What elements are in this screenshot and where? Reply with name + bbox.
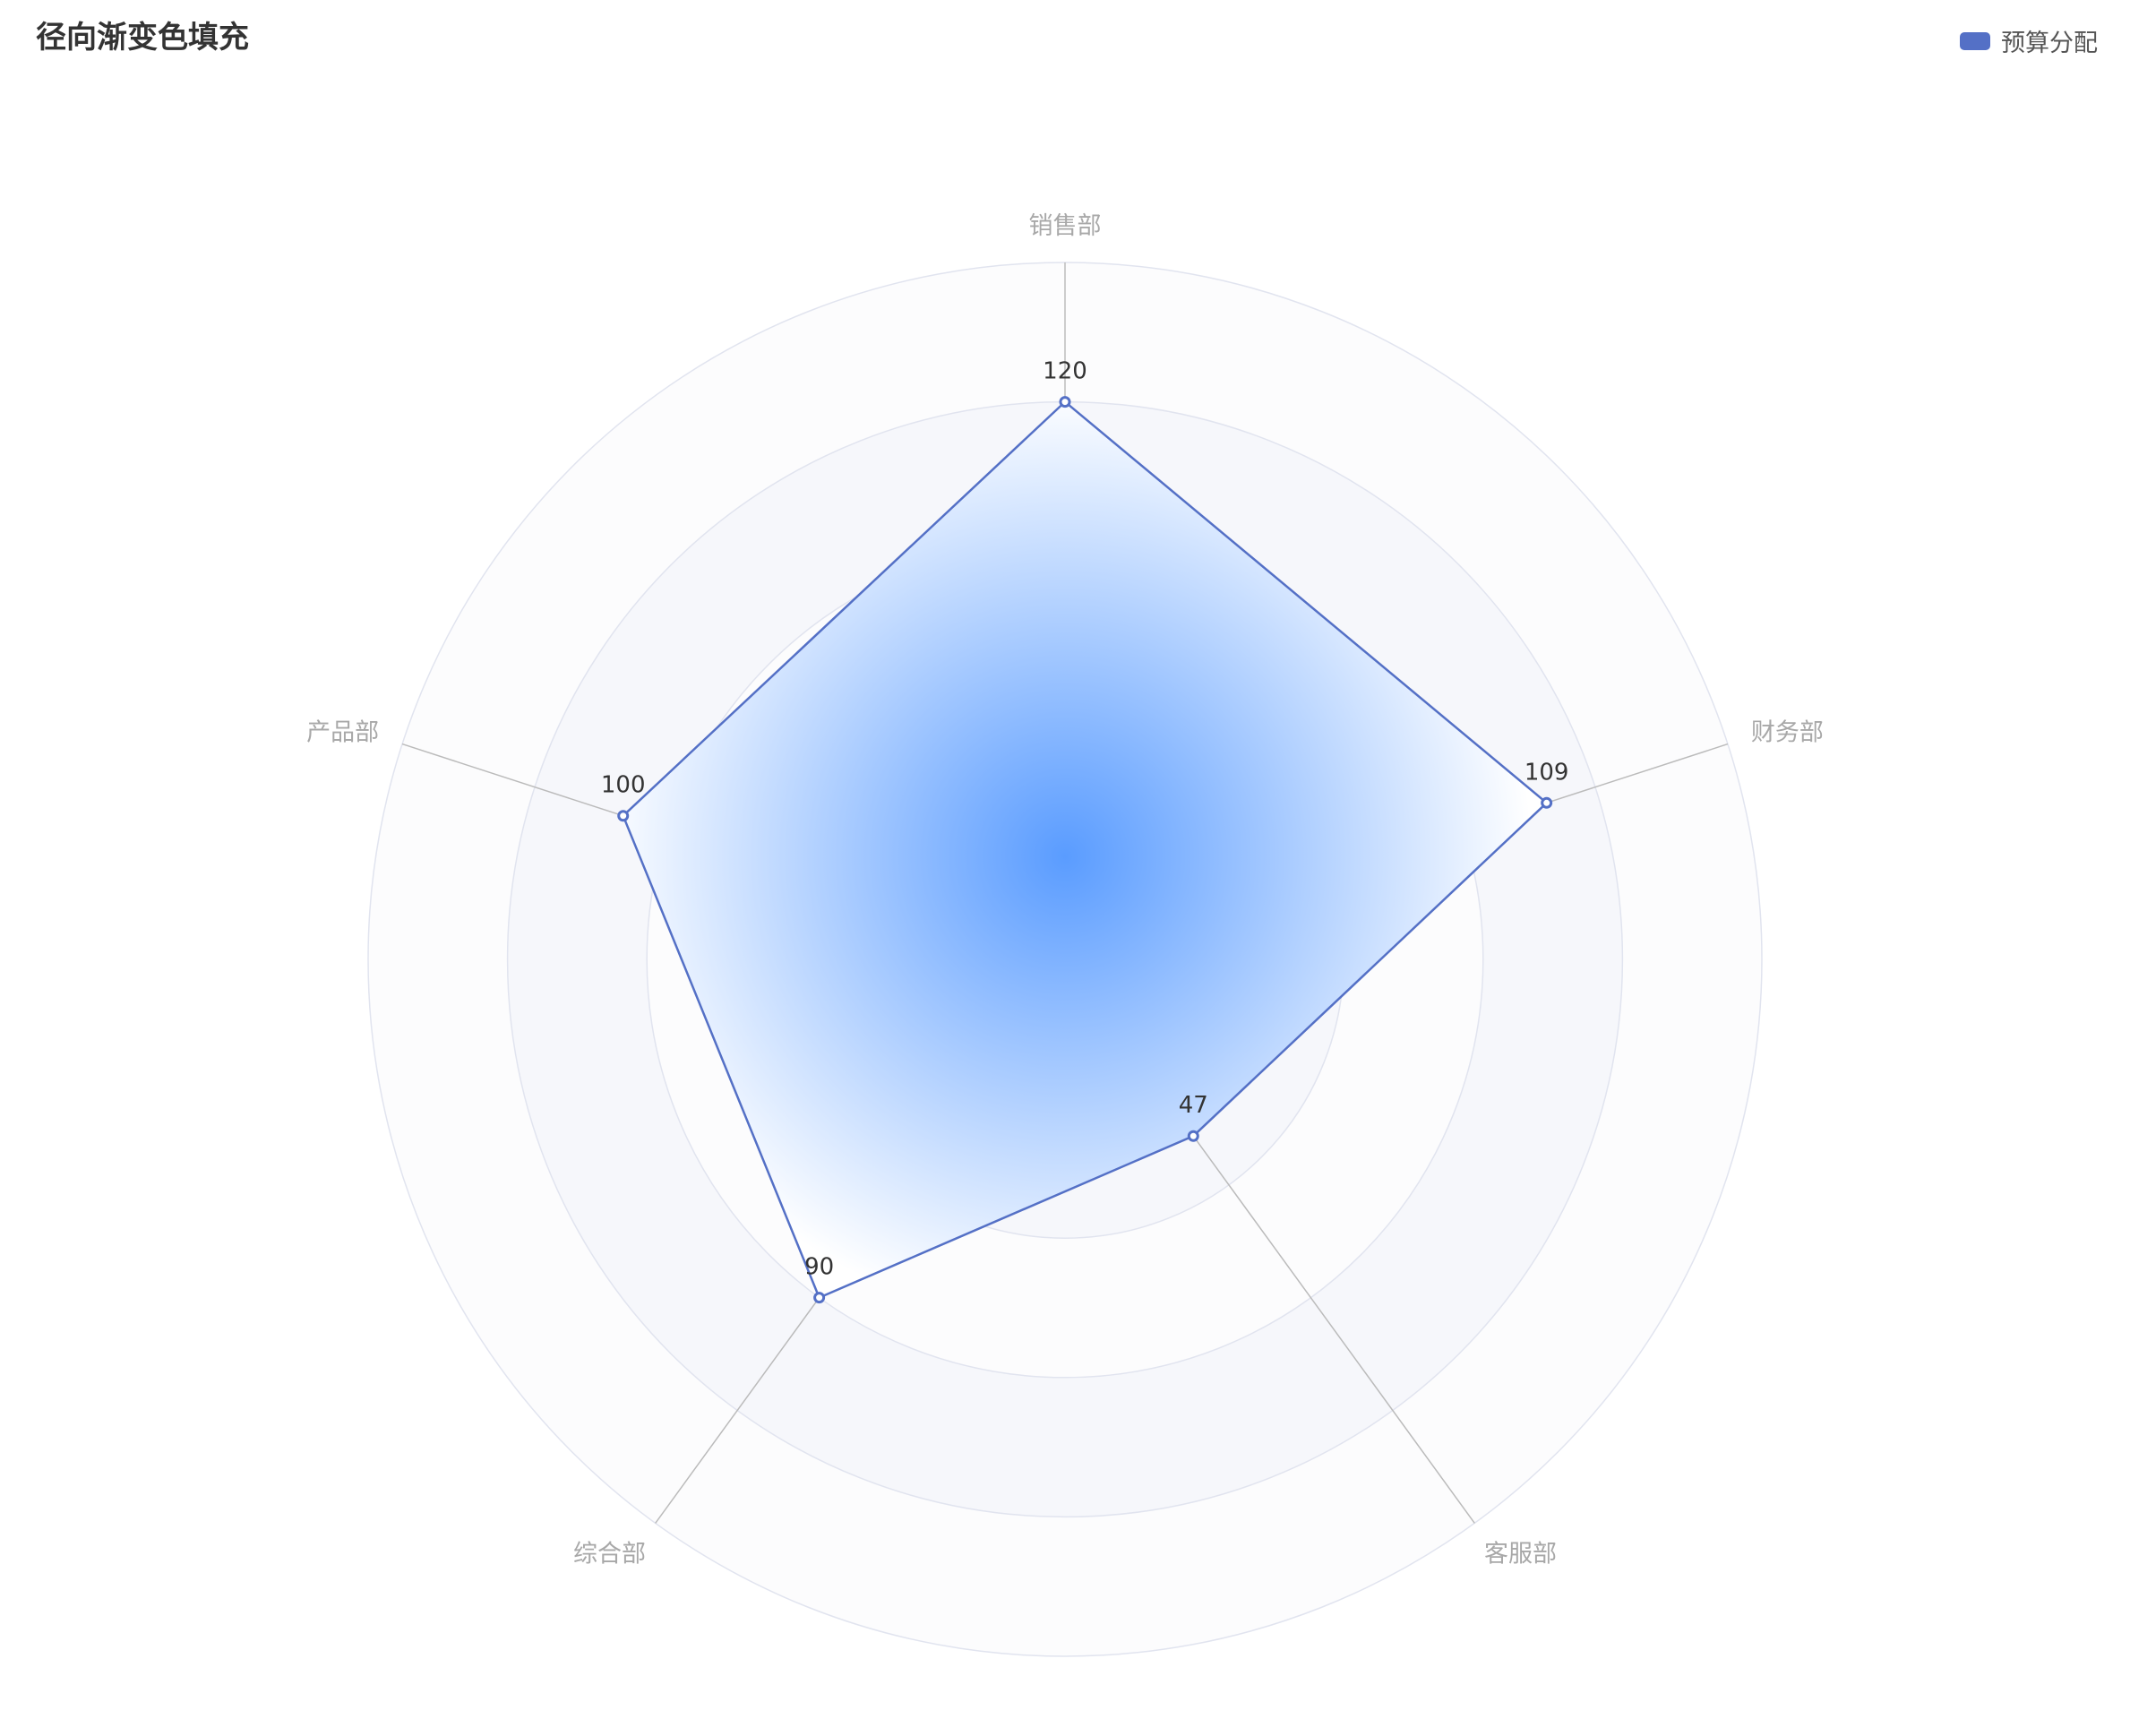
legend-swatch bbox=[1960, 31, 1990, 50]
radar-axis-name: 财务部 bbox=[1751, 719, 1824, 747]
radar-data-point[interactable] bbox=[813, 1292, 826, 1304]
chart-title: 径向渐变色填充 bbox=[36, 20, 249, 56]
radar-value-label: 90 bbox=[804, 1254, 834, 1281]
radar-value-label: 120 bbox=[1043, 358, 1087, 385]
radar-value-label: 47 bbox=[1179, 1092, 1208, 1119]
radar-data-point[interactable] bbox=[1187, 1130, 1199, 1142]
radar-value-label: 109 bbox=[1524, 759, 1569, 786]
radar-axis-name: 销售部 bbox=[1029, 212, 1102, 240]
radar-data-point[interactable] bbox=[1541, 796, 1553, 809]
legend[interactable]: 预算分配 bbox=[1960, 23, 2098, 58]
radar-axis-name: 客服部 bbox=[1484, 1540, 1557, 1568]
radar-axis-name: 产品部 bbox=[306, 719, 379, 747]
radar-axis-name: 综合部 bbox=[573, 1540, 646, 1568]
radar-data-point[interactable] bbox=[617, 810, 630, 822]
radar-value-label: 100 bbox=[601, 772, 646, 799]
radar-value-labels: 120 109 47 90 100 bbox=[601, 358, 1569, 1281]
radar-data-point[interactable] bbox=[1059, 396, 1071, 408]
radar-series-area[interactable] bbox=[622, 400, 1548, 1299]
radar-series[interactable] bbox=[617, 396, 1553, 1304]
legend-item-label: 预算分配 bbox=[2001, 30, 2098, 57]
